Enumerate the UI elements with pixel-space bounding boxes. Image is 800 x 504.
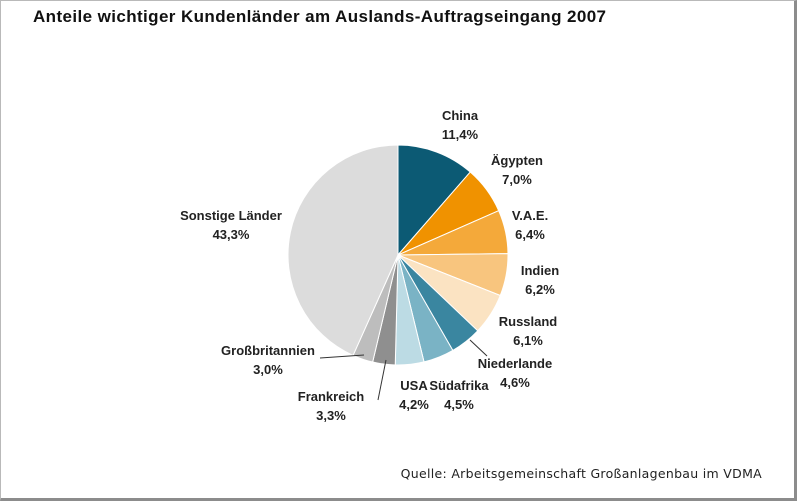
slice-label-name: Indien: [521, 263, 559, 278]
slice-label: China 11,4%: [442, 108, 479, 142]
slice-label-value: 11,4%: [442, 127, 479, 142]
slice-label-name: Südafrika: [429, 378, 489, 393]
slice-label: V.A.E. 6,4%: [512, 208, 548, 242]
slice-label-name: Großbritannien: [221, 343, 315, 358]
chart-title: Anteile wichtiger Kundenländer am Auslan…: [33, 7, 607, 26]
slice-label-name: Niederlande: [478, 356, 552, 371]
slice-label-name: Frankreich: [298, 389, 365, 404]
slice-label-value: 4,2%: [399, 397, 429, 412]
slice-label: Russland 6,1%: [499, 314, 558, 348]
slice-label-value: 3,0%: [253, 362, 283, 377]
slice-label-value: 6,2%: [525, 282, 555, 297]
slice-label-value: 4,6%: [500, 375, 530, 390]
slice-label-name: Russland: [499, 314, 558, 329]
slice-label-value: 6,1%: [513, 333, 543, 348]
slice-label-name: Sonstige Länder: [180, 208, 282, 223]
slice-label: Sonstige Länder 43,3%: [180, 208, 282, 242]
slice-label: Niederlande 4,6%: [478, 356, 552, 390]
slice-label-name: Ägypten: [491, 153, 543, 168]
slice-label-name: V.A.E.: [512, 208, 548, 223]
slice-label: USA 4,2%: [399, 378, 429, 412]
source-note: Quelle: Arbeitsgemeinschaft Großanlagenb…: [400, 466, 762, 481]
slice-label: Südafrika 4,5%: [429, 378, 489, 412]
pie-slice-sonstige-länder: [287, 144, 399, 357]
slice-label-value: 6,4%: [515, 227, 545, 242]
leader-line: [469, 339, 488, 357]
slice-label-name: China: [442, 108, 479, 123]
slice-label-value: 4,5%: [444, 397, 474, 412]
slice-label-value: 43,3%: [213, 227, 250, 242]
slice-label-value: 3,3%: [316, 408, 346, 423]
leader-line: [377, 359, 387, 401]
slice-label: Großbritannien 3,0%: [221, 343, 315, 377]
slice-label: Frankreich 3,3%: [298, 389, 365, 423]
pie-slice-china: [397, 144, 471, 257]
slice-label: Ägypten 7,0%: [491, 153, 543, 187]
slice-label-value: 7,0%: [502, 172, 532, 187]
slice-label-name: USA: [400, 378, 428, 393]
slice-label: Indien 6,2%: [521, 263, 559, 297]
leader-line: [319, 354, 365, 359]
